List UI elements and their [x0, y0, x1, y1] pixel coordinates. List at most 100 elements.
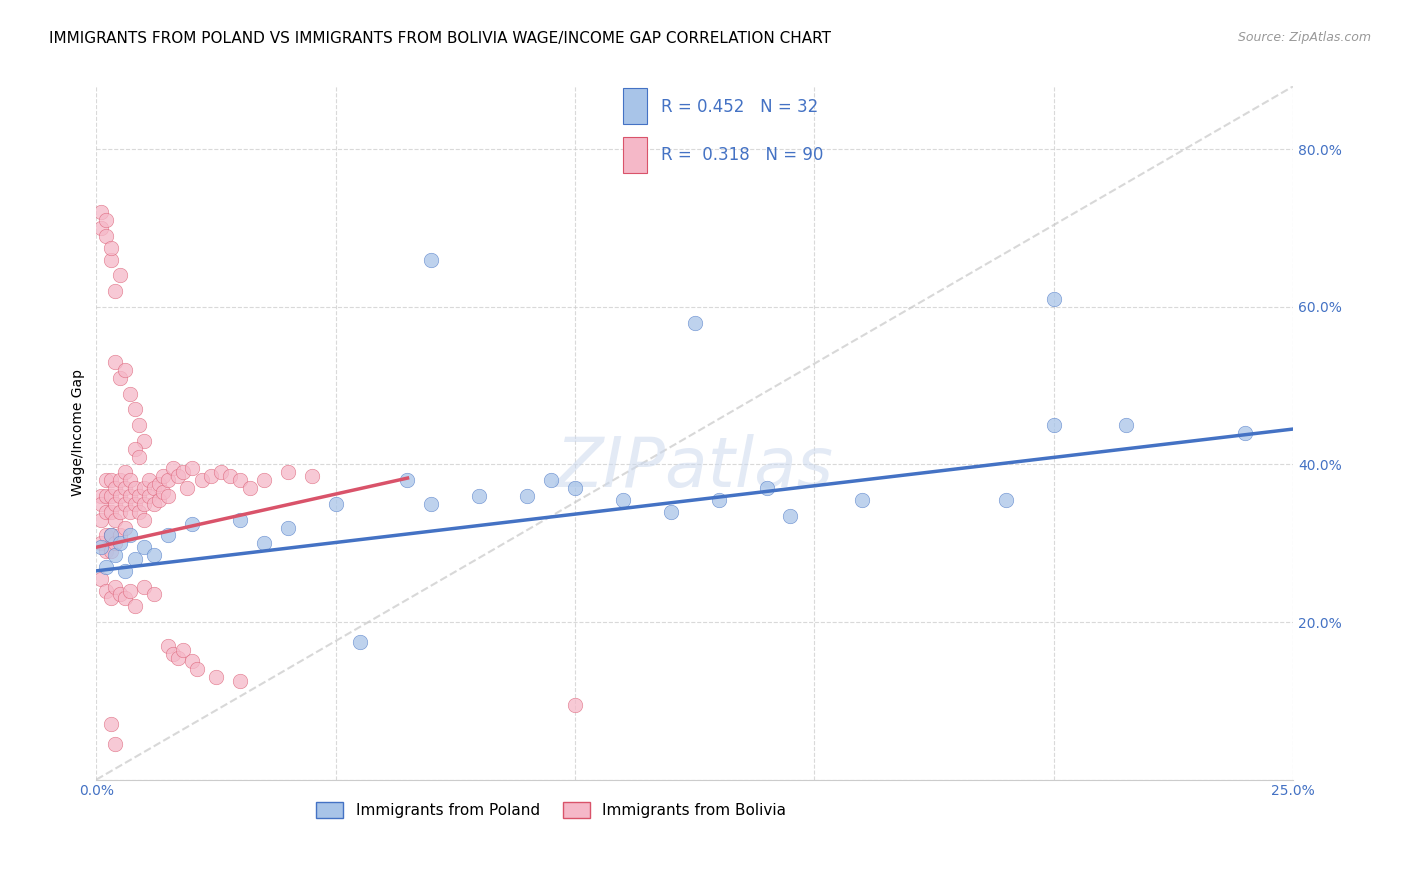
Point [124, 442, 146, 456]
Point [110, 371, 132, 385]
Point [118, 528, 141, 542]
Point [104, 284, 127, 298]
Point [229, 473, 252, 487]
Point [301, 469, 323, 483]
Point [110, 268, 132, 283]
Point [94, 544, 117, 558]
Text: R =  0.318   N = 90: R = 0.318 N = 90 [661, 146, 824, 164]
Point [94, 505, 117, 519]
Point [134, 513, 156, 527]
Point [420, 497, 443, 511]
Point [176, 481, 198, 495]
Point [138, 473, 160, 487]
Point [90, 540, 112, 554]
Point [162, 647, 184, 661]
Point [118, 473, 141, 487]
Text: IMMIGRANTS FROM POLAND VS IMMIGRANTS FROM BOLIVIA WAGE/INCOME GAP CORRELATION CH: IMMIGRANTS FROM POLAND VS IMMIGRANTS FRO… [49, 31, 831, 46]
Point [219, 469, 242, 483]
Point [124, 402, 146, 417]
Point [114, 466, 136, 480]
Point [114, 591, 136, 606]
Point [420, 252, 443, 267]
Point [90, 572, 112, 586]
Point [118, 386, 141, 401]
Point [90, 489, 112, 503]
Point [134, 580, 156, 594]
Point [90, 205, 112, 219]
Point [128, 489, 150, 503]
Text: ZIPatlas: ZIPatlas [555, 434, 834, 501]
Point [94, 229, 117, 244]
Point [516, 489, 538, 503]
Point [138, 489, 160, 503]
Point [162, 461, 184, 475]
Point [124, 599, 146, 614]
Legend: Immigrants from Poland, Immigrants from Bolivia: Immigrants from Poland, Immigrants from … [309, 796, 793, 824]
Point [205, 670, 228, 684]
Point [325, 497, 347, 511]
Point [124, 552, 146, 566]
Point [90, 513, 112, 527]
Point [659, 505, 682, 519]
Point [1042, 418, 1064, 433]
Point [564, 481, 586, 495]
Point [157, 473, 180, 487]
Point [104, 497, 127, 511]
Point [104, 513, 127, 527]
Point [118, 489, 141, 503]
Point [166, 469, 188, 483]
Point [94, 489, 117, 503]
Point [118, 505, 141, 519]
Point [94, 473, 117, 487]
Point [253, 536, 276, 550]
Point [209, 466, 232, 480]
Point [94, 560, 117, 574]
Point [100, 473, 122, 487]
Point [152, 485, 174, 500]
Point [148, 477, 170, 491]
Point [142, 548, 165, 562]
Point [238, 481, 260, 495]
Point [755, 481, 778, 495]
Point [124, 497, 146, 511]
Point [128, 418, 150, 433]
Point [142, 497, 165, 511]
Point [100, 505, 122, 519]
Point [1042, 292, 1064, 306]
Point [100, 241, 122, 255]
Point [229, 674, 252, 689]
Point [157, 489, 180, 503]
Point [110, 473, 132, 487]
Point [94, 583, 117, 598]
Point [468, 489, 491, 503]
Point [134, 540, 156, 554]
Point [128, 450, 150, 464]
Point [134, 434, 156, 448]
Point [229, 513, 252, 527]
Point [349, 634, 371, 648]
Point [186, 662, 208, 676]
Point [114, 481, 136, 495]
Point [110, 489, 132, 503]
Point [128, 505, 150, 519]
Point [564, 698, 586, 712]
Point [104, 548, 127, 562]
Point [134, 481, 156, 495]
Point [172, 642, 194, 657]
Point [142, 481, 165, 495]
Point [124, 481, 146, 495]
Point [200, 469, 222, 483]
FancyBboxPatch shape [623, 136, 647, 173]
Point [100, 591, 122, 606]
Point [100, 489, 122, 503]
Point [152, 469, 174, 483]
Text: R = 0.452   N = 32: R = 0.452 N = 32 [661, 98, 818, 116]
Point [540, 473, 562, 487]
Point [148, 492, 170, 507]
Point [110, 587, 132, 601]
Point [612, 492, 634, 507]
Point [104, 355, 127, 369]
Point [134, 497, 156, 511]
Point [118, 583, 141, 598]
Point [94, 213, 117, 227]
